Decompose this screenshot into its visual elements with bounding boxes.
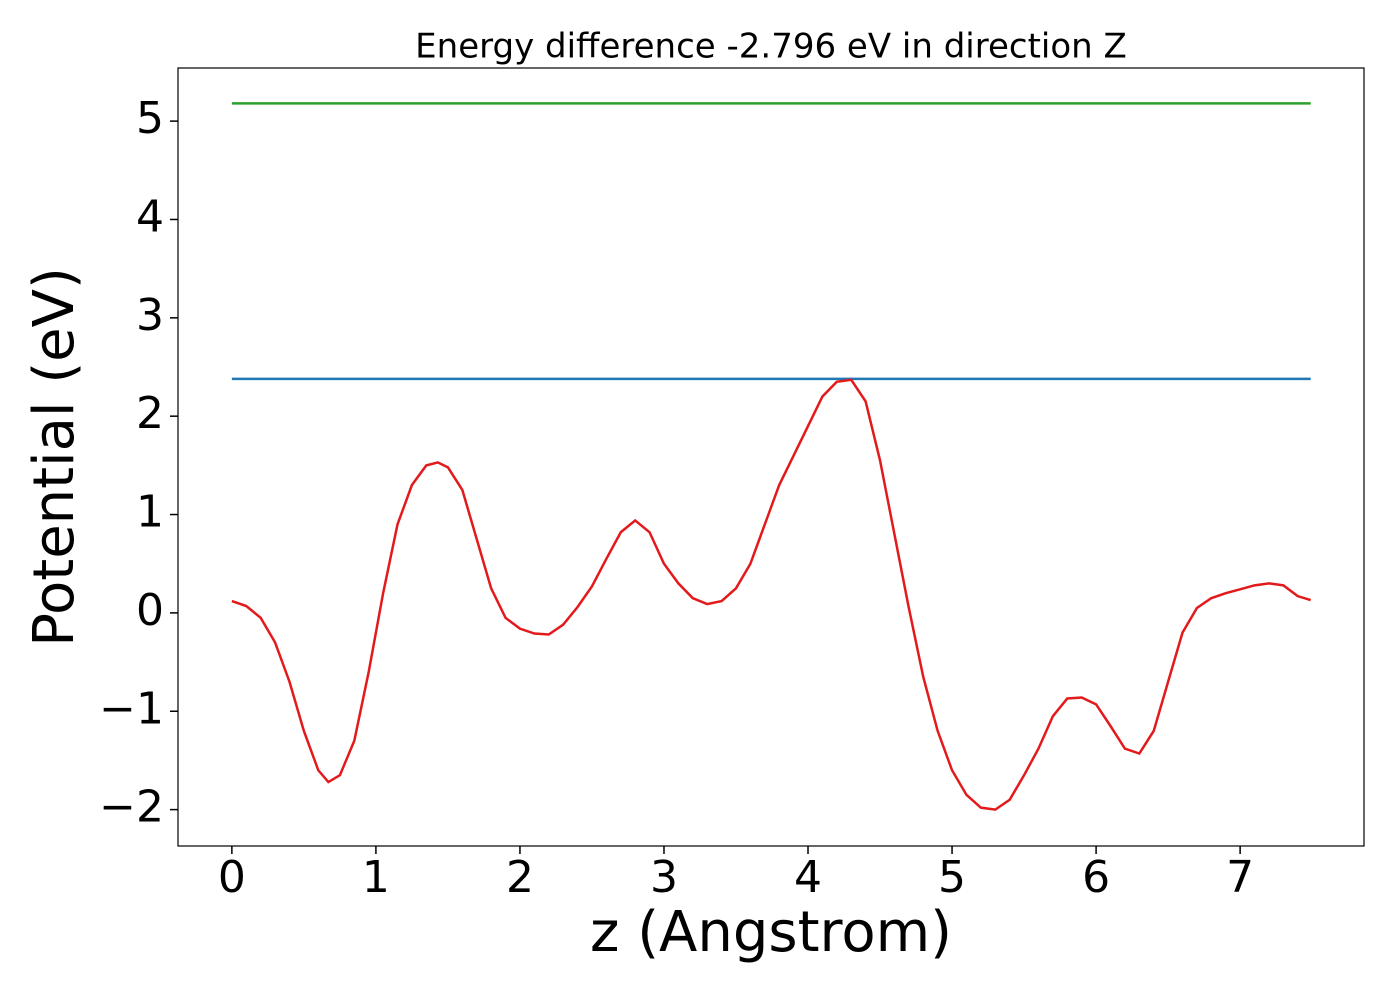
x-tick-label: 1 bbox=[362, 852, 390, 903]
x-tick-label: 7 bbox=[1226, 852, 1254, 903]
x-axis-label: z (Angstrom) bbox=[590, 900, 952, 965]
x-tick-label: 5 bbox=[938, 852, 966, 903]
x-tick-label: 2 bbox=[506, 852, 534, 903]
line bbox=[231, 378, 1312, 811]
y-tick-label: 1 bbox=[136, 487, 164, 538]
y-axis-label: Potential (eV) bbox=[22, 267, 87, 647]
y-tick-label: 2 bbox=[136, 388, 164, 439]
y-tick-label: 0 bbox=[136, 585, 164, 636]
plot-frame bbox=[177, 67, 1365, 847]
x-tick-label: 0 bbox=[218, 852, 246, 903]
y-tick-label: 3 bbox=[136, 290, 164, 341]
x-tick-label: 3 bbox=[650, 852, 678, 903]
chart-title: Energy difference -2.796 eV in direction… bbox=[415, 27, 1127, 67]
y-tick-label: 5 bbox=[136, 93, 164, 144]
y-tick-label: −2 bbox=[99, 782, 164, 833]
x-tick-label: 6 bbox=[1082, 852, 1110, 903]
x-tick-label: 4 bbox=[794, 852, 822, 903]
y-tick-label: 4 bbox=[136, 191, 164, 242]
y-tick-label: −1 bbox=[99, 683, 164, 734]
